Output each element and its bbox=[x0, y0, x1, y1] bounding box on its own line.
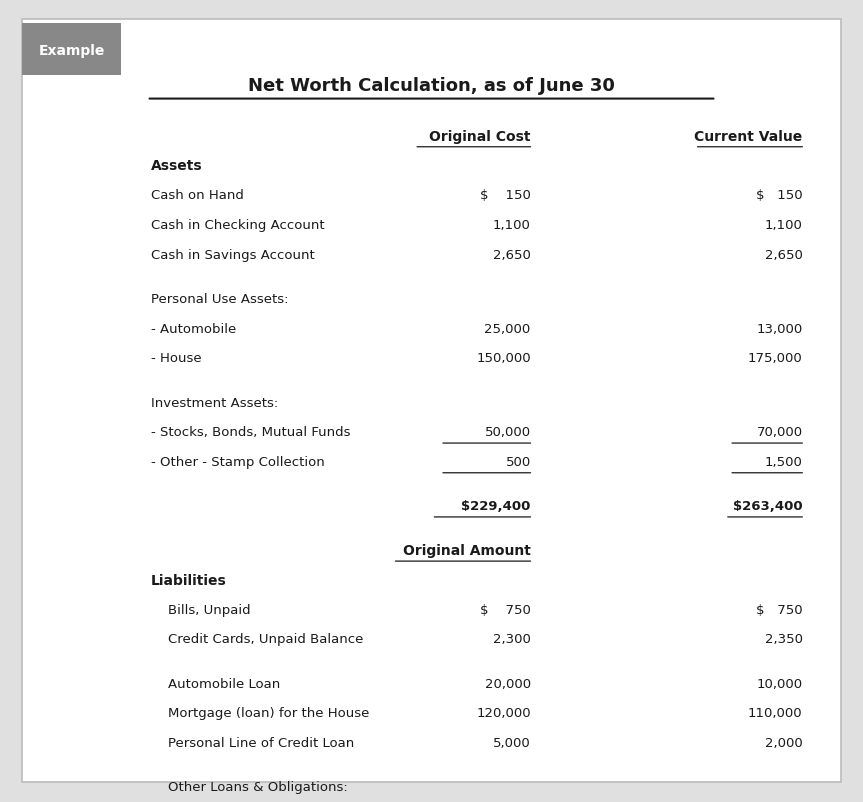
Text: Personal Use Assets:: Personal Use Assets: bbox=[151, 293, 288, 306]
Text: 150,000: 150,000 bbox=[476, 352, 531, 365]
Text: 175,000: 175,000 bbox=[748, 352, 803, 365]
Text: Cash in Checking Account: Cash in Checking Account bbox=[151, 219, 324, 232]
Text: $263,400: $263,400 bbox=[733, 500, 803, 512]
Text: Bills, Unpaid: Bills, Unpaid bbox=[151, 603, 250, 616]
Text: 25,000: 25,000 bbox=[484, 322, 531, 335]
Text: 1,100: 1,100 bbox=[765, 219, 803, 232]
Text: 1,500: 1,500 bbox=[765, 456, 803, 468]
Text: - Automobile: - Automobile bbox=[151, 322, 236, 335]
Text: $    150: $ 150 bbox=[480, 189, 531, 202]
Text: 2,650: 2,650 bbox=[765, 249, 803, 261]
Text: 13,000: 13,000 bbox=[756, 322, 803, 335]
Text: 70,000: 70,000 bbox=[757, 426, 803, 439]
Text: 2,650: 2,650 bbox=[493, 249, 531, 261]
Text: - Stocks, Bonds, Mutual Funds: - Stocks, Bonds, Mutual Funds bbox=[151, 426, 350, 439]
Text: Current Value: Current Value bbox=[695, 129, 803, 144]
Text: $   750: $ 750 bbox=[756, 603, 803, 616]
Text: 10,000: 10,000 bbox=[757, 677, 803, 690]
Text: 500: 500 bbox=[506, 456, 531, 468]
FancyBboxPatch shape bbox=[22, 20, 841, 782]
Text: Cash in Savings Account: Cash in Savings Account bbox=[151, 249, 315, 261]
Text: 120,000: 120,000 bbox=[476, 707, 531, 719]
Text: - Other - Stamp Collection: - Other - Stamp Collection bbox=[151, 456, 324, 468]
Text: 2,350: 2,350 bbox=[765, 633, 803, 646]
Text: 1,100: 1,100 bbox=[493, 219, 531, 232]
Text: Example: Example bbox=[39, 43, 104, 58]
Text: Other Loans & Obligations:: Other Loans & Obligations: bbox=[151, 780, 348, 793]
Text: $   150: $ 150 bbox=[756, 189, 803, 202]
Text: 2,300: 2,300 bbox=[493, 633, 531, 646]
Text: $    750: $ 750 bbox=[480, 603, 531, 616]
Text: Liabilities: Liabilities bbox=[151, 573, 227, 587]
Text: $229,400: $229,400 bbox=[462, 500, 531, 512]
Text: Personal Line of Credit Loan: Personal Line of Credit Loan bbox=[151, 736, 355, 749]
Text: - House: - House bbox=[151, 352, 202, 365]
Text: Credit Cards, Unpaid Balance: Credit Cards, Unpaid Balance bbox=[151, 633, 363, 646]
Text: 5,000: 5,000 bbox=[493, 736, 531, 749]
Text: 50,000: 50,000 bbox=[485, 426, 531, 439]
Text: Original Amount: Original Amount bbox=[403, 543, 531, 557]
Text: Investment Assets:: Investment Assets: bbox=[151, 396, 278, 409]
Text: 2,000: 2,000 bbox=[765, 736, 803, 749]
Text: Assets: Assets bbox=[151, 159, 203, 173]
Text: 110,000: 110,000 bbox=[748, 707, 803, 719]
Text: Cash on Hand: Cash on Hand bbox=[151, 189, 244, 202]
Text: Automobile Loan: Automobile Loan bbox=[151, 677, 280, 690]
Text: Mortgage (loan) for the House: Mortgage (loan) for the House bbox=[151, 707, 369, 719]
FancyBboxPatch shape bbox=[22, 24, 121, 76]
Text: Original Cost: Original Cost bbox=[429, 129, 531, 144]
Text: Net Worth Calculation, as of June 30: Net Worth Calculation, as of June 30 bbox=[248, 77, 615, 95]
Text: 20,000: 20,000 bbox=[485, 677, 531, 690]
